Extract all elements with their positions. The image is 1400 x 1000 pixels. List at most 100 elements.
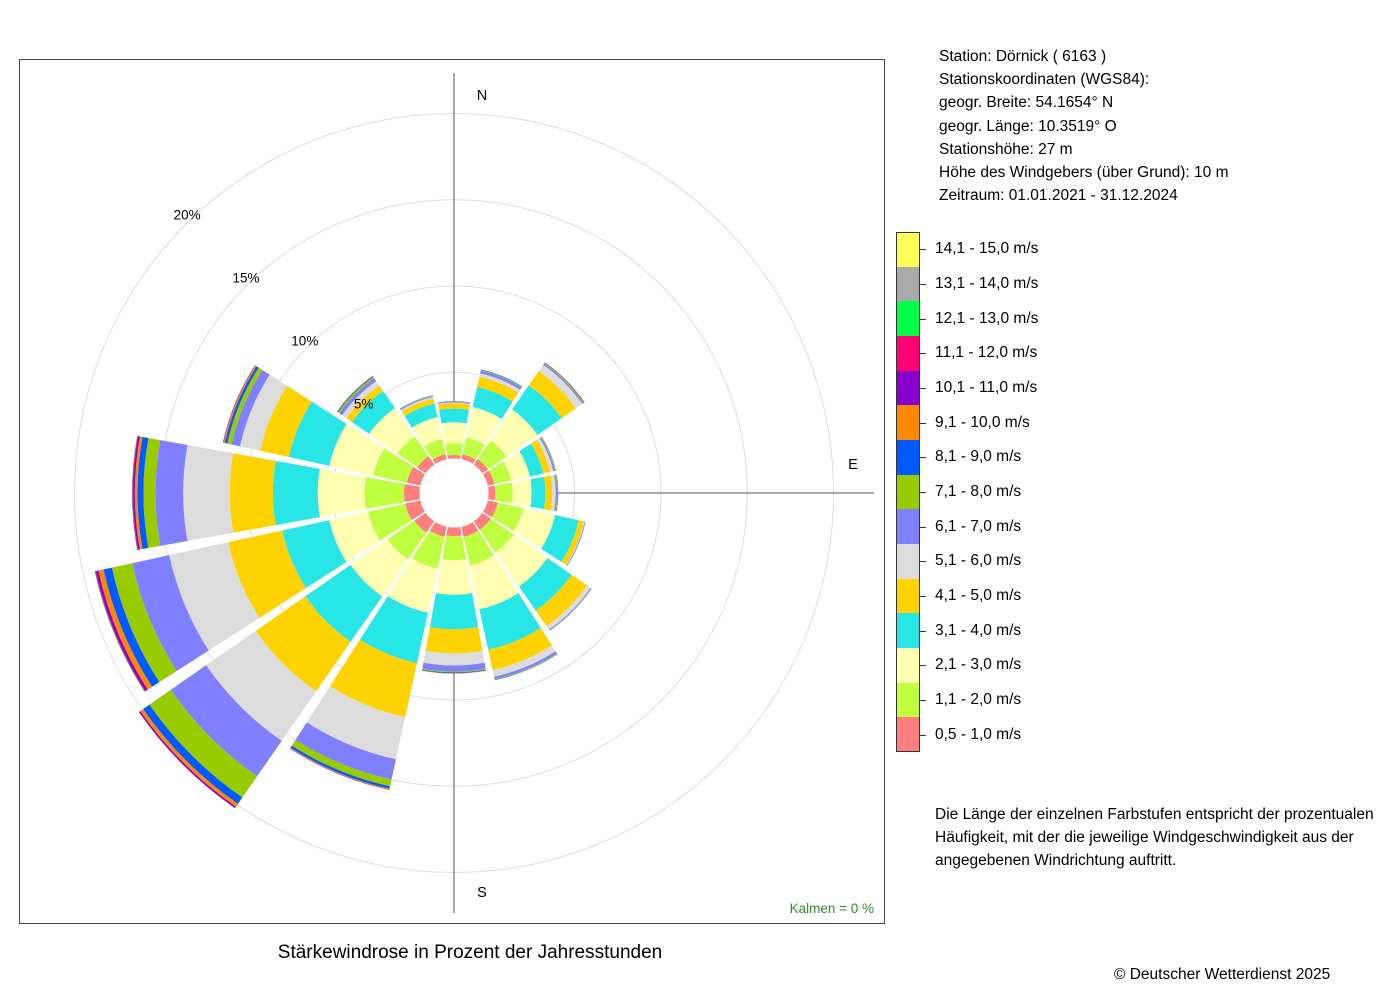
- legend-swatch: [896, 613, 919, 649]
- legend-label: 13,1 - 14,0 m/s: [935, 275, 1039, 292]
- sector-sw-class-7: [170, 665, 282, 777]
- legend-label: 14,1 - 15,0 m/s: [935, 240, 1039, 258]
- sector-w-class-8: [143, 438, 161, 548]
- sector-n-class-6: [437, 402, 471, 405]
- legend-swatch: [896, 509, 919, 545]
- sector-sw-class-2: [387, 520, 427, 560]
- sector-sse-class-5: [488, 627, 552, 670]
- sector-ssw-class-5: [330, 639, 417, 718]
- sector-e-class-9: [556, 474, 559, 512]
- sector-w-class-7: [155, 440, 188, 546]
- compass-label-s: S: [477, 885, 487, 901]
- legend-tick: [920, 249, 926, 251]
- legend-label: 0,5 - 1,0 m/s: [935, 725, 1022, 743]
- sector-wnw-class-1: [406, 466, 425, 486]
- sector-n-class-3: [441, 422, 467, 444]
- sector-ne-class-2: [477, 440, 507, 470]
- sector-nne-class-1: [461, 454, 476, 464]
- legend-tick: [920, 318, 926, 320]
- sector-ne-class-6: [538, 364, 583, 409]
- sector-n-class-4: [439, 408, 469, 424]
- plot-frame: 5% 10% 15% 20% N E S Kalmen = 0 %: [19, 59, 885, 924]
- legend-tick: [920, 630, 926, 632]
- sector-sw-class-1: [414, 512, 435, 533]
- sector-ene-class-7: [539, 437, 555, 472]
- sector-ne-class-3: [490, 409, 538, 457]
- legend-swatch: [896, 266, 919, 302]
- sector-w-class-13: [131, 435, 138, 551]
- sector-wsw-class-5: [228, 530, 306, 618]
- sector-w-class-6: [183, 445, 234, 541]
- legend-tick: [920, 734, 926, 736]
- legend-swatch: [896, 717, 919, 753]
- description-text: Die Länge der einzelnen Farbstufen entsp…: [935, 806, 1374, 869]
- sector-e-class-1: [487, 485, 496, 501]
- sector-ene-class-6: [536, 438, 554, 473]
- chart-title: Stärkewindrose in Prozent der Jahresstun…: [277, 942, 663, 963]
- sector-wnw-class-2: [373, 448, 414, 483]
- sector-se-class-4: [518, 557, 572, 611]
- legend-swatch: [896, 682, 919, 718]
- legend-label: 10,1 - 11,0 m/s: [935, 379, 1038, 396]
- legend-swatch: [896, 648, 919, 683]
- legend-tick: [920, 388, 926, 389]
- sector-n-class-5: [438, 403, 470, 410]
- legend-swatch: [896, 474, 919, 510]
- sector-sse-class-7: [494, 651, 557, 680]
- sector-wsw-class-6: [169, 542, 260, 651]
- legend-tick: [920, 700, 926, 701]
- legend-swatch: [896, 370, 919, 406]
- radial-tick-label-10: 10%: [291, 334, 318, 349]
- sector-wsw-class-7: [132, 555, 209, 671]
- sector-nne-class-6: [479, 373, 521, 393]
- legend-tick: [920, 526, 926, 528]
- sector-nne-class-5: [477, 376, 519, 402]
- compass-label-n: N: [477, 88, 487, 104]
- sector-wnw-class-7: [231, 369, 270, 447]
- wind-rose-chart: 5% 10% 15% 20% N E S Kalmen = 0 %: [74, 73, 874, 916]
- calm-label: Kalmen = 0 %: [790, 901, 874, 916]
- legend-tick: [920, 561, 926, 563]
- sector-ssw-class-7: [295, 722, 396, 780]
- sector-nne-class-7: [480, 370, 522, 390]
- sector-sse-class-3: [469, 555, 519, 610]
- legend-swatch: [896, 232, 919, 267]
- sector-nnw-class-3: [412, 417, 443, 447]
- sector-nnw-class-5: [401, 398, 435, 417]
- sector-e-class-4: [530, 476, 546, 510]
- sector-s-class-8: [422, 668, 486, 673]
- sector-wsw-class-9: [103, 567, 160, 687]
- sector-ene-class-8: [540, 436, 556, 472]
- legend-tick: [920, 492, 926, 493]
- legend-swatch: [896, 440, 919, 475]
- sector-w-class-5: [229, 453, 276, 533]
- legend-label: 9,1 - 10,0 m/s: [935, 413, 1030, 431]
- sector-ssw-class-3: [387, 558, 438, 613]
- sector-w-class-2: [364, 477, 405, 509]
- sector-nnw-class-4: [404, 403, 438, 428]
- sector-ssw-class-2: [412, 530, 445, 569]
- sector-nw-class-7: [339, 378, 377, 416]
- sector-nw-class-5: [346, 385, 384, 423]
- sector-ssw-class-4: [359, 596, 428, 664]
- sector-nw-class-4: [352, 391, 395, 434]
- sector-wnw-class-3: [329, 424, 385, 476]
- sector-wsw-class-10: [98, 569, 153, 690]
- legend-label: 12,1 - 13,0 m/s: [935, 309, 1039, 327]
- legend-swatch: [896, 301, 919, 337]
- sector-e-class-5: [543, 475, 553, 511]
- sector-se-class-3: [495, 534, 548, 587]
- sector-sw-class-10: [140, 709, 238, 807]
- sector-ene-class-2: [488, 461, 512, 485]
- sector-w-class-11: [133, 436, 140, 550]
- station-elevation: Stationshöhe: 27 m: [939, 140, 1073, 158]
- sector-nw-class-6: [342, 381, 380, 419]
- sector-ese-class-3: [513, 508, 556, 549]
- sector-nw-class-2: [397, 436, 429, 468]
- legend-tick: [920, 422, 926, 424]
- sector-se-class-6: [546, 585, 591, 630]
- sector-sw-class-3: [350, 539, 408, 597]
- legend-swatch: [896, 405, 919, 441]
- compass-label-e: E: [848, 457, 858, 473]
- radial-tick-label-5: 5%: [354, 397, 374, 412]
